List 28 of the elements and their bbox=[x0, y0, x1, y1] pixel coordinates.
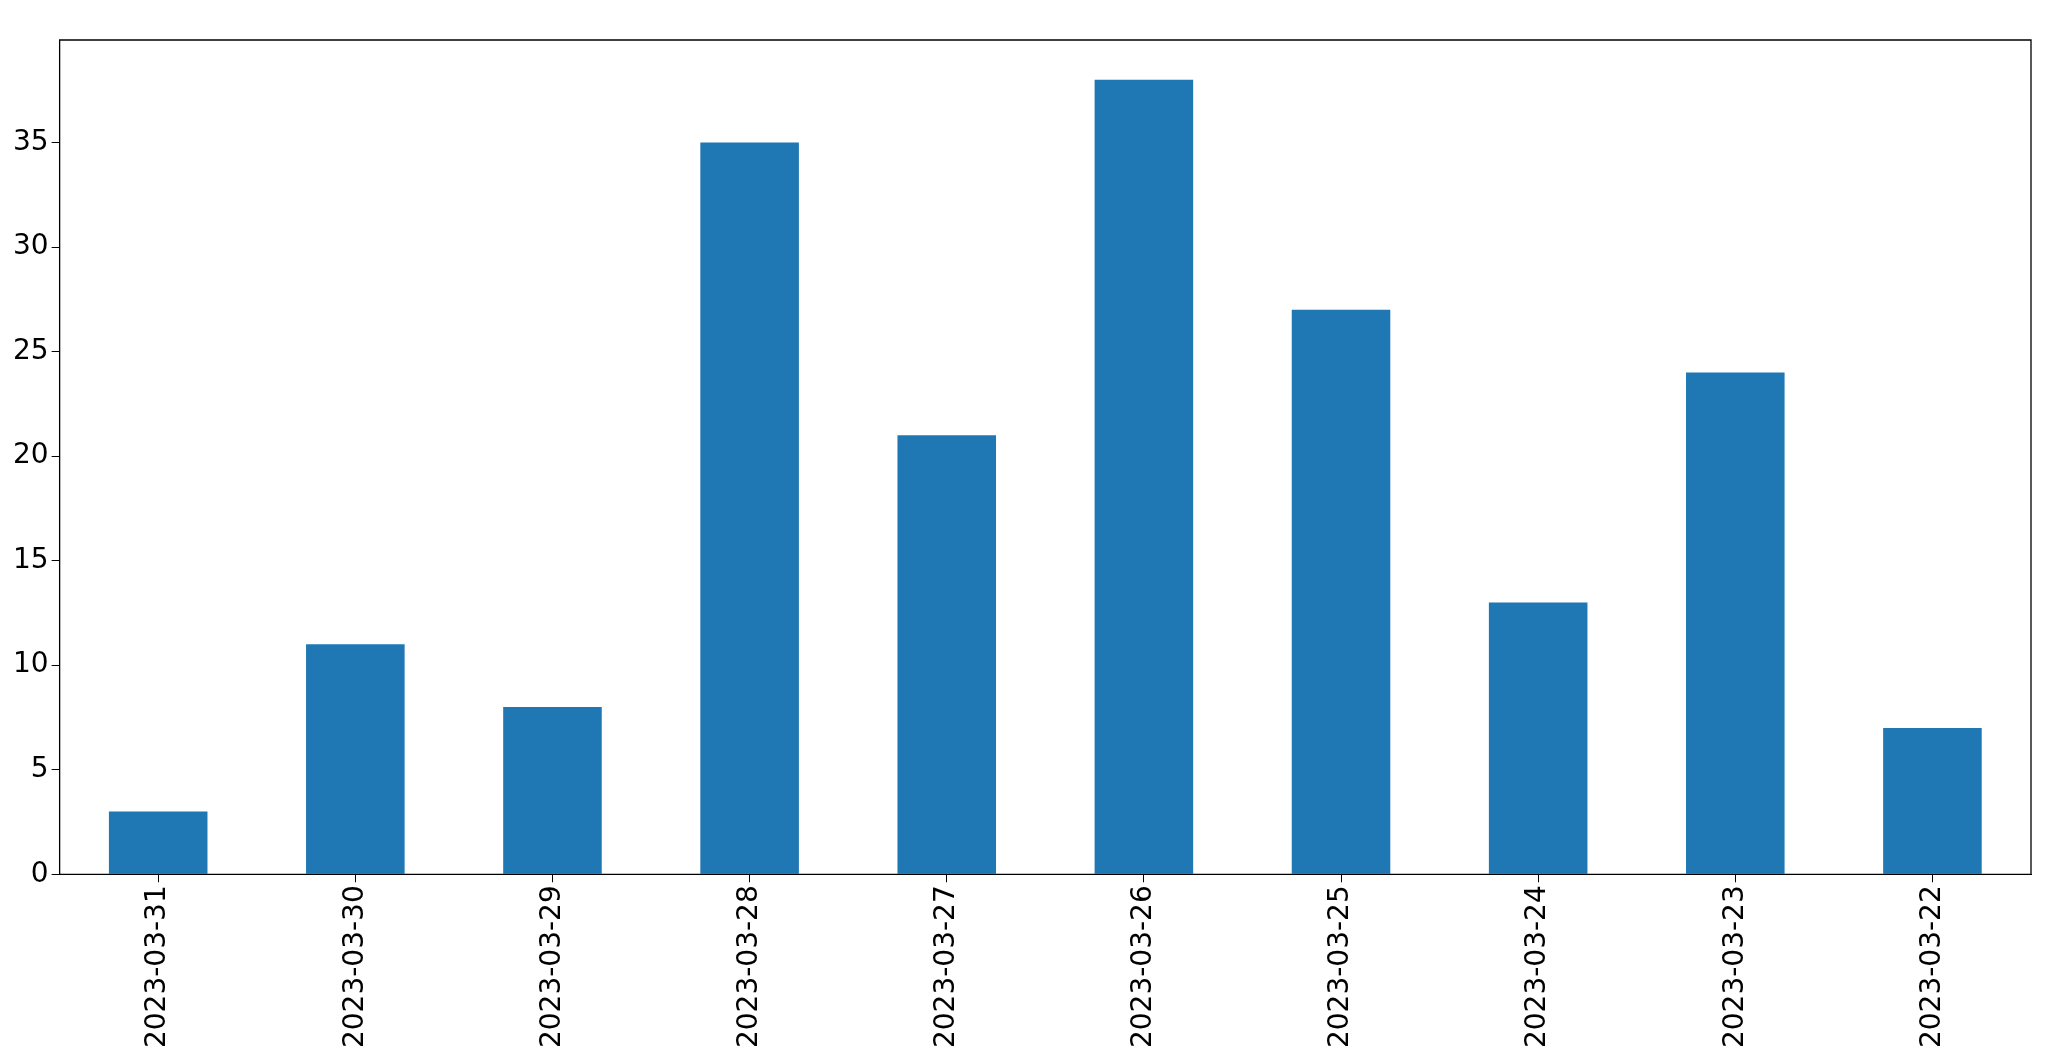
bar bbox=[503, 707, 602, 874]
y-tick-label: 0 bbox=[30, 855, 49, 889]
x-tick-label: 2023-03-28 bbox=[730, 885, 764, 1049]
x-tick-label: 2023-03-26 bbox=[1125, 885, 1159, 1049]
y-tick-label: 35 bbox=[12, 123, 49, 157]
y-tick-label: 15 bbox=[12, 541, 49, 575]
x-tick-label: 2023-03-30 bbox=[336, 885, 370, 1049]
y-tick-label: 20 bbox=[12, 437, 49, 471]
bar bbox=[108, 811, 208, 874]
x-tick-label: 2023-03-29 bbox=[533, 885, 567, 1049]
bar bbox=[700, 142, 799, 874]
x-tick-label: 2023-03-25 bbox=[1322, 885, 1356, 1049]
x-tick-label: 2023-03-24 bbox=[1519, 885, 1553, 1049]
bar bbox=[1094, 79, 1194, 874]
bar bbox=[1488, 602, 1588, 874]
x-tick-label: 2023-03-31 bbox=[139, 885, 173, 1049]
x-tick-label: 2023-03-22 bbox=[1913, 885, 1947, 1049]
bar bbox=[897, 435, 997, 874]
y-tick-label: 10 bbox=[12, 646, 49, 680]
bar bbox=[306, 644, 405, 874]
x-tick-label: 2023-03-23 bbox=[1716, 885, 1750, 1049]
bar bbox=[1686, 372, 1785, 874]
y-tick-label: 25 bbox=[12, 332, 49, 366]
bar bbox=[1291, 309, 1391, 874]
y-tick-label: 5 bbox=[30, 751, 49, 785]
x-tick-label: 2023-03-27 bbox=[928, 885, 962, 1049]
bar bbox=[1883, 727, 1982, 874]
y-tick-label: 30 bbox=[12, 228, 49, 262]
